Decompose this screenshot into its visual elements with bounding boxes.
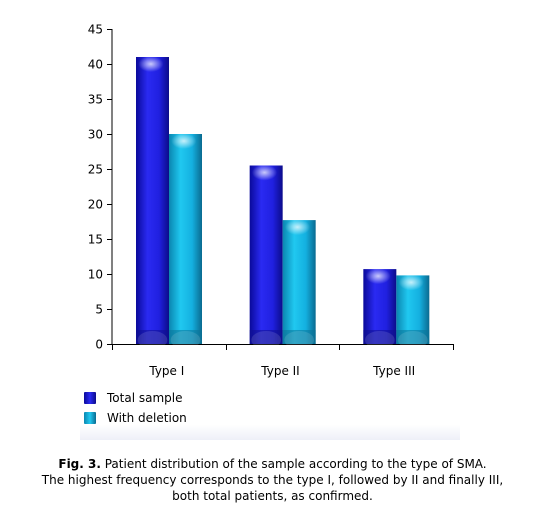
- bar-base-shade: [396, 330, 430, 344]
- bar-base-highlight: [170, 331, 201, 349]
- bar-highlight: [138, 56, 164, 72]
- bar-base-highlight: [137, 331, 168, 349]
- bar-group: [396, 274, 430, 349]
- y-tick-label: 35: [88, 93, 103, 107]
- bar-base-highlight: [397, 331, 428, 349]
- caption-line-2: The highest frequency corresponds to the…: [41, 473, 504, 487]
- bar-highlight: [171, 133, 197, 149]
- bar-base-shade: [249, 330, 283, 344]
- bar-base-highlight: [364, 331, 395, 349]
- bar-base-shade: [136, 330, 169, 344]
- bar-chart: 0 5 10 15 20 25 30 35 40 45 Type I Type II Type III: [88, 23, 454, 378]
- y-tick-label: 25: [88, 163, 103, 177]
- bar-highlight: [251, 164, 278, 181]
- legend-label: Total sample: [107, 391, 183, 405]
- figure-caption: Fig. 3. Patient distribution of the samp…: [0, 456, 545, 504]
- caption-line-1: Fig. 3. Patient distribution of the samp…: [0, 456, 545, 472]
- y-axis: 0 5 10 15 20 25 30 35 40 45: [88, 23, 113, 352]
- bar: [282, 220, 316, 344]
- y-tick-label: 0: [95, 338, 103, 352]
- y-tick-label: 40: [88, 58, 103, 72]
- bar: [136, 57, 169, 344]
- bar-base-highlight: [251, 331, 282, 349]
- x-tick-label: Type II: [260, 364, 299, 378]
- bar-base-shade: [169, 330, 202, 344]
- legend-label: With deletion: [107, 411, 187, 425]
- x-tick-label: Type III: [372, 364, 415, 378]
- bar: [249, 165, 283, 344]
- y-tick-label: 30: [88, 128, 103, 142]
- y-tick-label: 5: [95, 303, 103, 317]
- caption-line-3: both total patients, as confirmed.: [172, 489, 373, 503]
- bar: [169, 134, 202, 344]
- caption-label: Fig. 3.: [58, 457, 101, 471]
- legend-swatch-total-sample: [84, 392, 96, 404]
- bar-base-shade: [282, 330, 316, 344]
- bar-group: [169, 133, 202, 349]
- bar-highlight: [398, 274, 424, 291]
- bar-group: [282, 219, 316, 349]
- y-tick-label: 45: [88, 23, 103, 37]
- bar-group: [136, 56, 169, 349]
- legend-item-with-deletion: With deletion: [84, 410, 187, 426]
- bar-highlight: [284, 219, 311, 236]
- bar-group: [363, 268, 397, 349]
- legend: Total sample With deletion: [80, 388, 460, 440]
- bar-group: [249, 164, 283, 349]
- bar-base-highlight: [284, 331, 315, 349]
- x-axis: Type I Type II Type III: [112, 344, 454, 378]
- bars: [136, 56, 430, 349]
- bar-base-shade: [363, 330, 397, 344]
- bar-highlight: [365, 268, 391, 285]
- legend-item-total-sample: Total sample: [84, 390, 182, 406]
- y-tick-label: 10: [88, 268, 103, 282]
- x-tick-label: Type I: [148, 364, 184, 378]
- legend-swatch-with-deletion: [84, 412, 96, 424]
- caption-text-1: Patient distribution of the sample accor…: [100, 457, 487, 471]
- y-tick-label: 15: [88, 233, 103, 247]
- y-tick-label: 20: [88, 198, 103, 212]
